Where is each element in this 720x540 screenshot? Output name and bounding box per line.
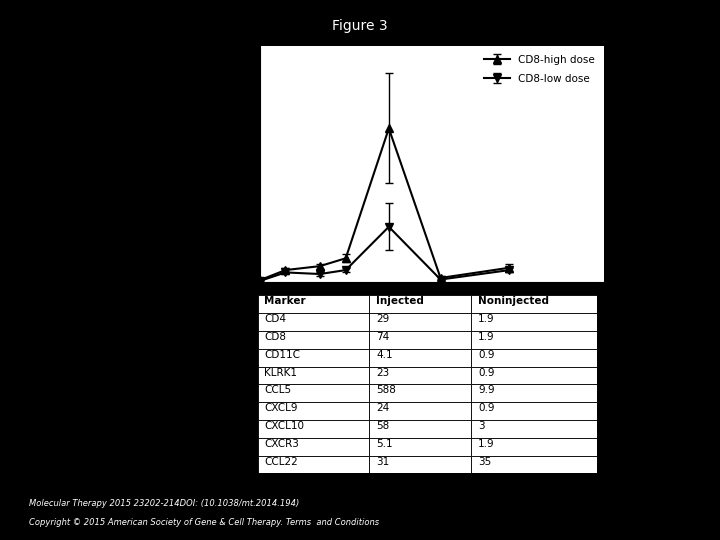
Text: 0.9: 0.9 bbox=[478, 350, 495, 360]
Bar bbox=[471, 384, 597, 402]
Text: 1.9: 1.9 bbox=[478, 439, 495, 449]
Text: 35: 35 bbox=[478, 457, 491, 467]
Bar bbox=[471, 313, 597, 331]
Text: CXCL10: CXCL10 bbox=[264, 421, 305, 431]
Text: 23: 23 bbox=[377, 368, 390, 377]
Text: Noninjected: Noninjected bbox=[478, 296, 549, 306]
Bar bbox=[471, 438, 597, 456]
Text: 9.9: 9.9 bbox=[478, 386, 495, 395]
Bar bbox=[369, 331, 471, 349]
Bar bbox=[471, 331, 597, 349]
Text: CXCR3: CXCR3 bbox=[264, 439, 300, 449]
Text: 24: 24 bbox=[377, 403, 390, 413]
Bar bbox=[258, 456, 369, 474]
Text: CD11C: CD11C bbox=[264, 350, 300, 360]
Bar bbox=[258, 313, 369, 331]
Text: CXCL9: CXCL9 bbox=[264, 403, 298, 413]
Bar bbox=[369, 456, 471, 474]
Bar bbox=[471, 349, 597, 367]
Bar bbox=[369, 367, 471, 384]
Text: 3: 3 bbox=[478, 421, 485, 431]
Bar bbox=[258, 331, 369, 349]
Text: 0.9: 0.9 bbox=[478, 403, 495, 413]
Text: Molecular Therapy 2015 23202-214DOI: (10.1038/mt.2014.194): Molecular Therapy 2015 23202-214DOI: (10… bbox=[29, 500, 299, 509]
Text: Marker: Marker bbox=[264, 296, 306, 306]
Text: 58: 58 bbox=[377, 421, 390, 431]
Text: CD8: CD8 bbox=[264, 332, 287, 342]
Text: 74: 74 bbox=[377, 332, 390, 342]
X-axis label: Day: Day bbox=[421, 307, 443, 316]
Y-axis label: % PBMC positive: % PBMC positive bbox=[222, 117, 232, 210]
Legend: CD8-high dose, CD8-low dose: CD8-high dose, CD8-low dose bbox=[480, 51, 599, 88]
Text: 4.1: 4.1 bbox=[377, 350, 393, 360]
Text: b: b bbox=[234, 268, 243, 282]
Text: 1.9: 1.9 bbox=[478, 332, 495, 342]
Bar bbox=[471, 420, 597, 438]
Text: CD4: CD4 bbox=[264, 314, 287, 324]
Bar bbox=[258, 438, 369, 456]
Bar bbox=[369, 438, 471, 456]
Bar bbox=[471, 456, 597, 474]
Text: 5.1: 5.1 bbox=[377, 439, 393, 449]
Text: 1.9: 1.9 bbox=[478, 314, 495, 324]
Bar bbox=[258, 402, 369, 420]
Text: 588: 588 bbox=[377, 386, 396, 395]
Bar bbox=[471, 367, 597, 384]
Text: CCL5: CCL5 bbox=[264, 386, 292, 395]
Bar bbox=[258, 367, 369, 384]
Bar bbox=[369, 384, 471, 402]
Bar bbox=[258, 349, 369, 367]
Text: 31: 31 bbox=[377, 457, 390, 467]
Bar bbox=[369, 295, 471, 313]
Text: Copyright © 2015 American Society of Gene & Cell Therapy. Terms  and Conditions: Copyright © 2015 American Society of Gen… bbox=[29, 518, 379, 528]
Text: CCL22: CCL22 bbox=[264, 457, 298, 467]
Bar bbox=[258, 384, 369, 402]
Text: Figure 3: Figure 3 bbox=[332, 19, 388, 33]
Text: Injected: Injected bbox=[377, 296, 424, 306]
Bar bbox=[369, 420, 471, 438]
Text: 29: 29 bbox=[377, 314, 390, 324]
Bar bbox=[471, 402, 597, 420]
Bar bbox=[369, 402, 471, 420]
Bar bbox=[369, 313, 471, 331]
Text: a: a bbox=[225, 32, 234, 45]
Bar bbox=[369, 349, 471, 367]
Bar bbox=[258, 295, 369, 313]
Text: 0.9: 0.9 bbox=[478, 368, 495, 377]
Bar bbox=[471, 295, 597, 313]
Text: KLRK1: KLRK1 bbox=[264, 368, 297, 377]
Bar bbox=[258, 420, 369, 438]
